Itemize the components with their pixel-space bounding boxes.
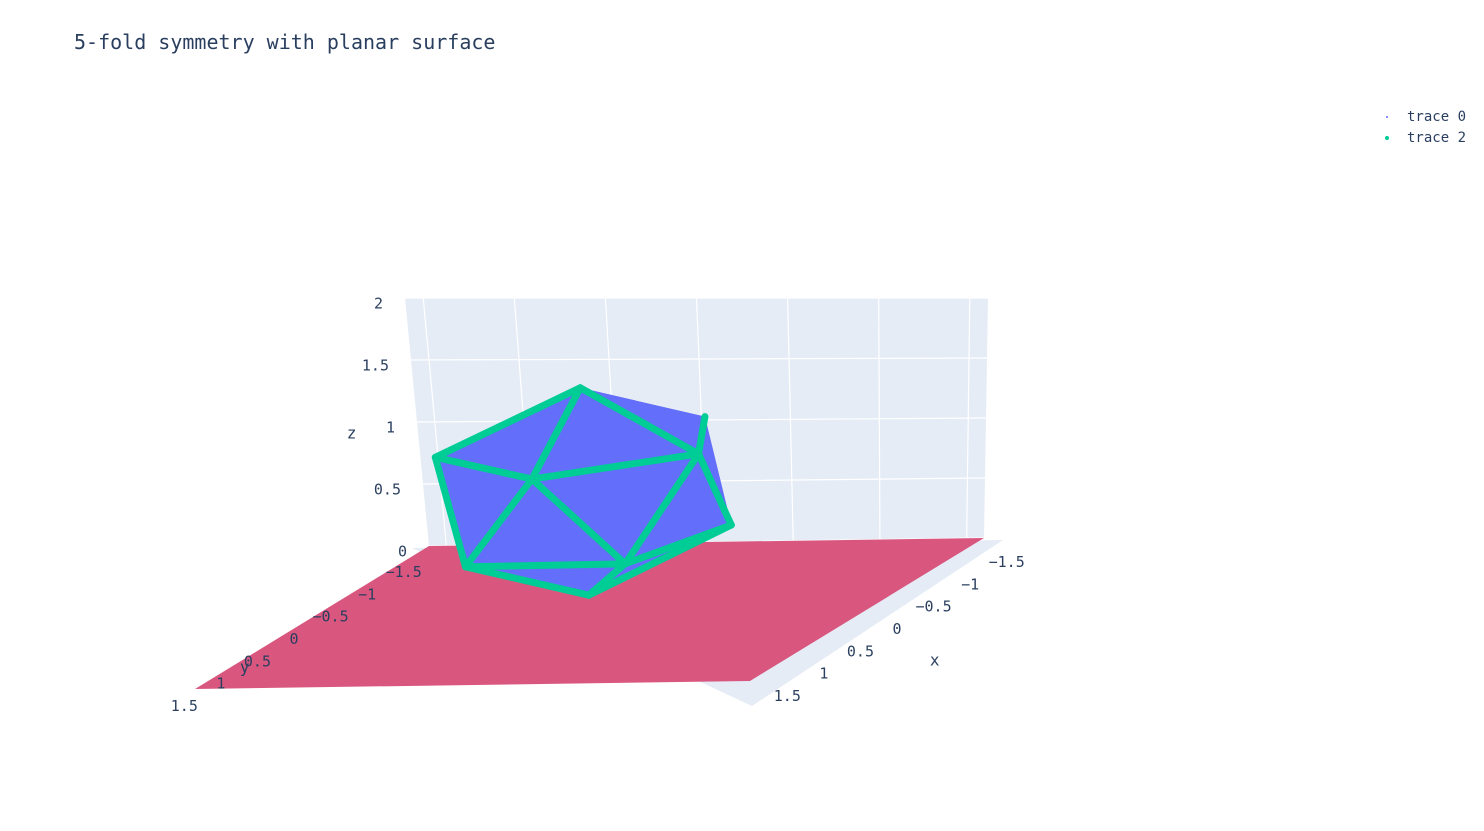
face-11 <box>698 416 732 525</box>
y-tick-6: 1.5 <box>171 697 198 715</box>
z-tick-3: 1.5 <box>362 357 389 375</box>
edge-28 <box>528 475 629 568</box>
y-tick-5: 1 <box>216 675 225 693</box>
grid-wall-z-3 <box>410 357 988 361</box>
legend-label-trace-0: trace 0 <box>1407 108 1467 125</box>
x-tick-2: −0.5 <box>916 598 952 616</box>
face-15 <box>465 563 626 596</box>
face-18 <box>465 479 626 567</box>
icosahedron <box>431 384 735 599</box>
edge-20 <box>621 450 703 568</box>
edge-12 <box>621 521 735 568</box>
x-tick-5: 1 <box>819 665 828 683</box>
z-axis-title: z <box>347 424 357 443</box>
face-16 <box>531 387 699 480</box>
x-tick-1: −1 <box>961 575 979 593</box>
edge-25 <box>461 560 629 571</box>
face-19 <box>531 453 699 564</box>
x-tick-3: 0 <box>892 620 901 638</box>
edge-7 <box>431 453 536 483</box>
edge-14 <box>461 563 593 599</box>
y-tick-4: 0.5 <box>244 652 271 670</box>
edge-24 <box>461 475 536 571</box>
z-tick-1: 0.5 <box>374 481 401 499</box>
z-tick-2: 1 <box>386 419 395 437</box>
tick-labels: 0 0.5 1 1.5 2 −1.5 −1 −0.5 0 0.5 1 1.5 −1.5 −1 −0.5 0 0.… <box>171 295 1025 716</box>
z-tick-0: 0 <box>398 543 407 561</box>
legend-marker-trace-2 <box>1380 131 1394 145</box>
face-17 <box>625 453 732 564</box>
edge-3 <box>528 384 584 483</box>
z-tick-4: 2 <box>374 295 383 313</box>
legend-marker-trace-0 <box>1380 110 1394 124</box>
y-tick-1: −1 <box>358 585 376 603</box>
edge-1 <box>576 384 703 458</box>
chart-title: 5-fold symmetry with planar surface <box>74 30 496 54</box>
axis-titles: z y x <box>240 424 940 677</box>
edge-10 <box>695 450 735 529</box>
y-tick-3: 0 <box>289 630 298 648</box>
x-axis-title: x <box>930 650 940 669</box>
edge-19 <box>528 450 703 483</box>
x-tick-4: 0.5 <box>847 642 874 660</box>
legend-label-trace-2: trace 2 <box>1407 129 1467 146</box>
edge-0 <box>431 384 584 461</box>
edge-5 <box>431 453 469 571</box>
legend-item-trace-0[interactable]: trace 0 <box>1380 106 1466 127</box>
x-tick-6: 1.5 <box>774 687 801 705</box>
x-tick-0: −1.5 <box>989 553 1025 571</box>
legend-item-trace-2[interactable]: trace 2 <box>1380 127 1466 148</box>
y-axis-title: y <box>240 657 250 676</box>
y-tick-0: −1.5 <box>386 563 422 581</box>
surface-plane <box>195 538 984 689</box>
face-12 <box>435 387 581 480</box>
y-tick-2: −0.5 <box>313 608 349 626</box>
edge-18 <box>695 413 709 458</box>
surface-plane-fill <box>195 538 984 689</box>
legend: trace 0 trace 2 <box>1380 106 1466 148</box>
edge-16 <box>585 560 629 599</box>
